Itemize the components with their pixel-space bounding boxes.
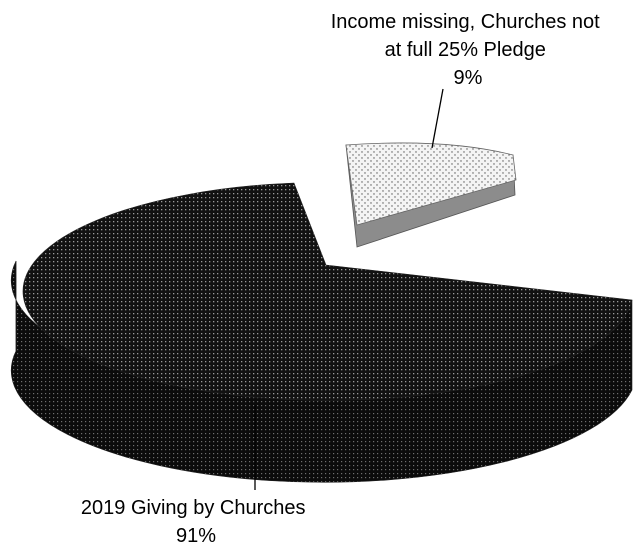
slice-label-income-missing: Income missing, Churches not at full 25%… xyxy=(331,11,606,89)
slice-income-missing xyxy=(345,142,517,248)
slice-income-missing-top xyxy=(345,142,517,226)
slice-giving-by-churches xyxy=(10,182,633,483)
slice-label-income-missing-line-2: at full 25% Pledge xyxy=(385,39,546,61)
slice-giving-top xyxy=(22,182,633,401)
slice-label-income-missing-line-1: Income missing, Churches not xyxy=(331,11,600,33)
slice-label-giving: 2019 Giving by Churches 91% xyxy=(81,497,311,547)
slice-percent-giving: 91% xyxy=(176,525,216,547)
leader-line-income-missing xyxy=(431,88,444,149)
slice-label-giving-line-1: 2019 Giving by Churches xyxy=(81,497,306,519)
slice-percent-income-missing: 9% xyxy=(454,67,483,89)
